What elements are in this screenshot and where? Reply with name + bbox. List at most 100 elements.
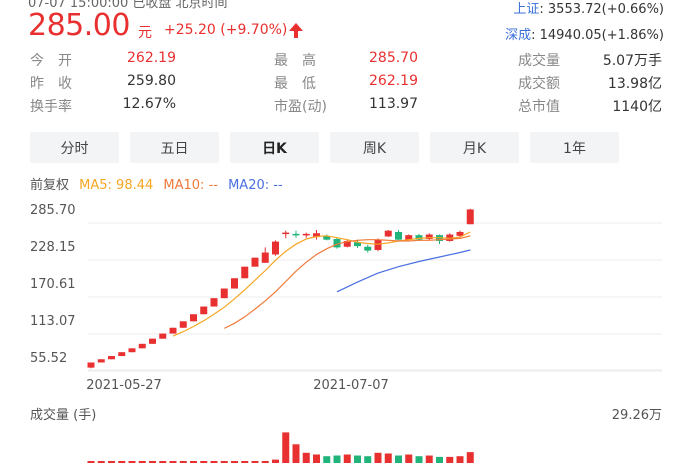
up-arrow-icon [289, 23, 303, 38]
stat-label-pe: 市盈(动) [274, 99, 327, 115]
candle-body [415, 235, 423, 240]
volume-bar [261, 461, 269, 463]
candle-body [179, 321, 187, 328]
volume-max-label: 29.26万 [612, 408, 662, 423]
candle-body [169, 327, 177, 334]
volume-bar [220, 461, 228, 463]
volume-bar [313, 454, 320, 463]
stat-label-amount: 成交额 [518, 76, 560, 92]
candle-body [292, 233, 300, 236]
candle-body [128, 348, 136, 353]
stat-value-low: 262.19 [369, 73, 418, 89]
volume-bar [395, 455, 402, 463]
candle-body [364, 246, 372, 251]
price-tick: 228.15 [30, 240, 76, 255]
price-tick: 55.52 [30, 351, 67, 366]
volume-bar [456, 456, 464, 463]
volume-label: 成交量 (手) [30, 407, 96, 423]
tab-daily-k[interactable]: 日K [230, 132, 319, 163]
volume-bar [415, 456, 423, 463]
candle-body [446, 234, 454, 241]
stat-value-high: 285.70 [369, 50, 418, 66]
tab-weekly-k[interactable]: 周K [330, 132, 419, 163]
candle-body [220, 288, 228, 299]
chart-grid [88, 222, 662, 372]
volume-bar [169, 461, 177, 463]
volume-bar [87, 461, 95, 463]
index-shenzhen[interactable]: 深成: 14940.05(+1.86%) [505, 24, 664, 43]
candle-body [108, 356, 115, 360]
ma10-line [224, 235, 471, 329]
stat-value-amount: 13.98亿 [607, 76, 662, 92]
volume-bar [231, 461, 238, 463]
stat-value-turnover: 12.67% [122, 96, 176, 112]
volume-bar [323, 456, 331, 463]
stat-value-open: 262.19 [127, 50, 176, 66]
volume-bars [87, 432, 474, 463]
stat-label-high: 最 高 [274, 53, 316, 69]
candle-body [87, 362, 95, 368]
volume-bar [200, 461, 208, 463]
tab-one-year[interactable]: 1年 [530, 132, 619, 163]
candle-body [241, 266, 249, 279]
price-tick: 170.61 [30, 277, 76, 292]
candle-body [97, 359, 105, 363]
candle-body [405, 235, 413, 240]
price-unit: 元 [138, 25, 152, 41]
ma-lines [172, 231, 471, 337]
volume-bar [149, 461, 156, 463]
candle-body [251, 257, 259, 267]
ma10-value: MA10: -- [163, 178, 218, 193]
top-cut-text: 07-07 15:00:00 已收盘 北京时间 [28, 0, 228, 11]
stat-value-prev-close: 259.80 [127, 73, 176, 89]
volume-bar [210, 461, 218, 463]
index-shanghai[interactable]: 上证: 3553.72(+0.66%) [513, 0, 664, 17]
candle-body [118, 352, 126, 357]
stat-label-market-cap: 总市值 [518, 99, 560, 115]
volume-bar [241, 461, 249, 463]
candle-body [282, 232, 290, 235]
candle-body [456, 231, 464, 236]
volume-bar [128, 461, 136, 463]
tab-five-day[interactable]: 五日 [130, 132, 219, 163]
volume-bar [302, 452, 310, 463]
stat-label-prev-close: 昨 收 [30, 76, 72, 92]
candle-body [200, 306, 208, 315]
ma-legend: 前复权 MA5: 98.44 MA10: -- MA20: -- [30, 174, 289, 193]
candle-body [302, 233, 310, 236]
volume-bar [343, 454, 351, 463]
ma20-value: MA20: -- [228, 178, 283, 193]
candle-body [210, 298, 218, 307]
candle-body [384, 230, 392, 237]
candle-body [425, 234, 433, 240]
volume-bar [436, 456, 443, 463]
index-name: 深成 [505, 28, 532, 43]
date-tick: 2021-05-27 [86, 378, 162, 393]
stat-value-market-cap: 1140亿 [612, 99, 662, 115]
volume-bar [425, 455, 433, 463]
volume-bar [384, 453, 392, 463]
stat-label-turnover: 换手率 [30, 99, 72, 115]
stat-value-volume: 5.07万手 [602, 53, 662, 69]
volume-bar [251, 461, 259, 463]
candle-body [333, 239, 341, 248]
tab-intraday[interactable]: 分时 [30, 132, 119, 163]
price-tick: 113.07 [30, 314, 76, 329]
stat-label-volume: 成交量 [518, 53, 560, 69]
index-value: : 14940.05(+1.86%) [531, 28, 664, 43]
adjust-type[interactable]: 前复权 [30, 178, 70, 193]
candle-body [190, 314, 197, 322]
tab-monthly-k[interactable]: 月K [430, 132, 519, 163]
volume-bar [446, 456, 454, 463]
volume-bar [190, 461, 197, 463]
stat-label-low: 最 低 [274, 76, 316, 92]
current-price: 285.00 [28, 8, 130, 43]
price-change: +25.20 (+9.70%) [164, 22, 288, 38]
period-tabs: 分时 五日 日K 周K 月K 1年 [30, 132, 619, 163]
index-name: 上证 [513, 2, 540, 17]
volume-bar [97, 461, 105, 463]
ma5-line [172, 231, 471, 337]
volume-bar [292, 444, 300, 463]
price-axis: 285.70 228.15 170.61 113.07 55.52 [30, 203, 76, 366]
